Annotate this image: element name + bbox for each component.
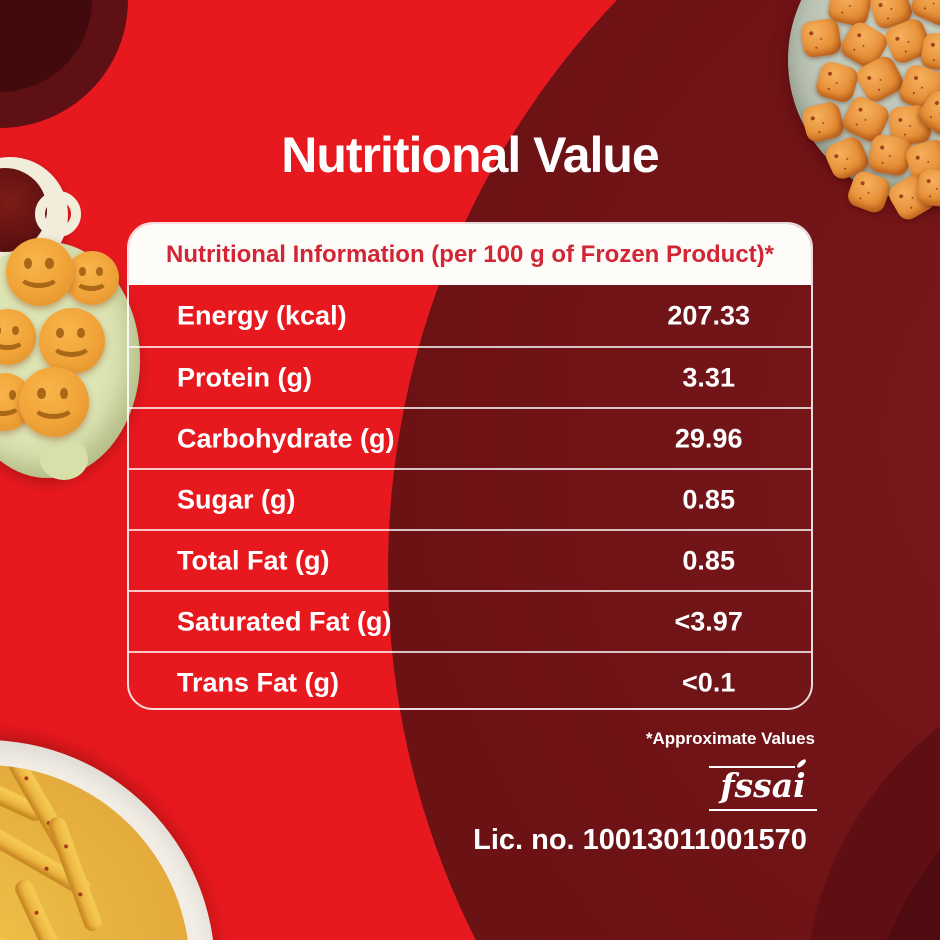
row-label: Total Fat (g) xyxy=(177,545,330,575)
table-row-saturated-fat: Saturated Fat (g) <3.97 xyxy=(129,590,811,651)
row-value: 207.33 xyxy=(667,300,750,330)
row-value: 3.31 xyxy=(682,362,735,392)
table-row-protein: Protein (g) 3.31 xyxy=(129,346,811,407)
row-label: Energy (kcal) xyxy=(177,300,347,330)
row-label: Sugar (g) xyxy=(177,484,296,514)
cup-handle xyxy=(35,191,81,237)
row-label: Saturated Fat (g) xyxy=(177,606,392,636)
fssai-logo-text: fssai xyxy=(720,766,806,805)
row-value: 0.85 xyxy=(682,545,735,575)
table-row-energy: Energy (kcal) 207.33 xyxy=(129,285,811,346)
row-value: <3.97 xyxy=(674,606,743,636)
row-value: <0.1 xyxy=(682,667,736,697)
row-value: 29.96 xyxy=(674,423,743,453)
table-row-carbohydrate: Carbohydrate (g) 29.96 xyxy=(129,407,811,468)
fssai-license-number: Lic. no. 10013011001570 xyxy=(473,824,807,856)
row-label: Protein (g) xyxy=(177,362,312,392)
table-header: Nutritional Information (per 100 g of Fr… xyxy=(129,224,811,285)
table-row-trans-fat: Trans Fat (g) <0.1 xyxy=(129,651,811,708)
table-row-sugar: Sugar (g) 0.85 xyxy=(129,468,811,529)
row-label: Carbohydrate (g) xyxy=(177,423,395,453)
nutrition-table: Nutritional Information (per 100 g of Fr… xyxy=(127,222,813,710)
row-label: Trans Fat (g) xyxy=(177,667,340,697)
approximate-values-note: *Approximate Values xyxy=(645,729,815,748)
page-title: Nutritional Value xyxy=(281,127,660,183)
row-value: 0.85 xyxy=(682,484,735,514)
fssai-logo: fssai xyxy=(705,758,821,811)
table-row-total-fat: Total Fat (g) 0.85 xyxy=(129,529,811,590)
